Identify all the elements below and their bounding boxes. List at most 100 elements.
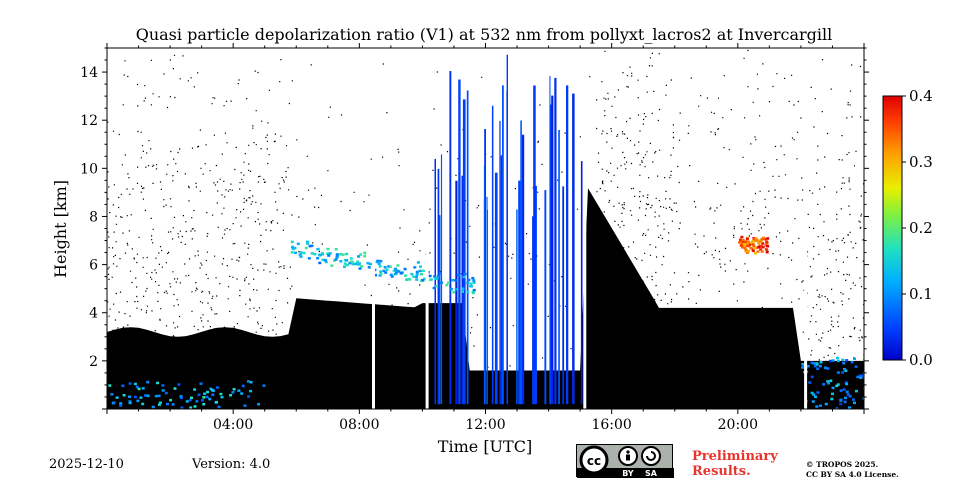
- low-aerosol-layer-pixel: [203, 392, 207, 395]
- cc-icon-label: cc: [587, 454, 601, 468]
- cloud-layer-morning-pixel: [410, 272, 414, 276]
- virga-streak: [462, 99, 466, 405]
- low-aerosol-layer-pixel: [157, 403, 161, 406]
- cloud-layer-morning-pixel: [384, 271, 388, 274]
- surface-layer-night-pixel: [810, 391, 814, 395]
- virga-streak: [566, 85, 569, 405]
- surface-layer-night-pixel: [848, 406, 851, 409]
- virga-streak: [455, 180, 458, 405]
- virga-streak: [499, 120, 501, 405]
- cloud-layer-morning-pixel: [394, 271, 398, 275]
- low-aerosol-layer-pixel: [144, 394, 148, 397]
- cloud-layer-morning-pixel: [379, 270, 383, 273]
- low-aerosol-layer-pixel: [154, 394, 158, 398]
- cloud-layer-morning-pixel: [407, 277, 411, 281]
- cloud-layer-morning-pixel: [415, 270, 419, 274]
- low-aerosol-layer-pixel: [199, 382, 203, 385]
- low-aerosol-layer-pixel: [139, 396, 143, 399]
- cloud-layer-morning-pixel: [433, 275, 437, 278]
- virga-streak: [466, 90, 469, 405]
- virga-streak: [558, 130, 560, 405]
- cloud-layer-morning-pixel: [466, 281, 470, 285]
- cloud-layer-morning-pixel: [418, 269, 422, 273]
- cloud-layer-morning-pixel: [323, 258, 327, 262]
- low-aerosol-layer-pixel: [217, 405, 221, 409]
- sa-label: SA: [645, 469, 658, 478]
- surface-layer-night-pixel: [828, 359, 832, 363]
- ice-cloud-evening-pixel: [739, 244, 743, 247]
- cloud-layer-morning-pixel: [422, 277, 426, 281]
- ice-cloud-evening-pixel: [751, 249, 755, 253]
- virga-streak: [518, 180, 521, 405]
- cloud-layer-morning-pixel: [466, 290, 470, 294]
- signal-region: [107, 188, 864, 409]
- cloud-layer-morning-pixel: [471, 291, 475, 294]
- cloud-layer-morning-pixel: [339, 253, 343, 256]
- cloud-layer-morning-pixel: [449, 287, 453, 291]
- cloud-layer-morning-pixel: [346, 263, 349, 267]
- surface-layer-night-pixel: [810, 361, 814, 364]
- cloud-layer-morning-pixel: [307, 257, 311, 260]
- surface-layer-night-pixel: [843, 368, 846, 371]
- cloud-layer-morning-pixel: [470, 285, 474, 288]
- virga-streak: [549, 75, 551, 405]
- low-aerosol-layer-pixel: [146, 394, 150, 398]
- low-aerosol-layer-pixel: [135, 385, 139, 389]
- surface-layer-night-pixel: [810, 375, 814, 379]
- x-tick-label: 04:00: [213, 417, 253, 433]
- noise-speckle: [107, 49, 864, 409]
- cloud-layer-morning-pixel: [472, 288, 476, 292]
- cloud-layer-morning-pixel: [326, 247, 330, 251]
- cloud-layer-morning-pixel: [335, 254, 339, 257]
- cloud-layer-morning-pixel: [392, 269, 396, 273]
- data-gap: [804, 48, 808, 409]
- x-tick-label: 08:00: [339, 417, 379, 433]
- surface-layer-night-pixel: [848, 395, 852, 398]
- cloud-layer-morning-pixel: [367, 266, 371, 269]
- cloud-layer-morning-pixel: [318, 254, 322, 257]
- low-aerosol-layer-pixel: [237, 389, 241, 392]
- cloud-layer-morning-pixel: [428, 274, 432, 278]
- surface-layer-night-pixel: [831, 392, 834, 396]
- cc-license-badge[interactable]: cc BY SA: [576, 444, 674, 478]
- virga-streak: [486, 196, 488, 405]
- low-aerosol-layer-pixel: [262, 384, 266, 387]
- low-aerosol-layer-pixel: [151, 405, 155, 409]
- virga-streak: [562, 186, 565, 405]
- cloud-layer-morning-pixel: [435, 285, 439, 288]
- virga-streak: [449, 71, 452, 405]
- surface-layer-night-pixel: [831, 359, 835, 362]
- low-aerosol-layer-pixel: [249, 389, 253, 393]
- cloud-layer-morning-pixel: [359, 253, 363, 256]
- surface-layer-night-pixel: [851, 398, 855, 401]
- low-aerosol-layer-pixel: [180, 406, 184, 409]
- ice-cloud-evening-pixel: [746, 249, 750, 253]
- surface-layer-night-pixel: [841, 358, 845, 362]
- y-axis: 2 4 6 8 10 12 14: [80, 47, 869, 410]
- surface-layer-night-pixel: [842, 388, 846, 391]
- ice-cloud-evening-pixel: [743, 244, 747, 247]
- low-aerosol-layer-pixel: [195, 400, 199, 403]
- ice-cloud-evening-pixel: [757, 245, 761, 249]
- surface-layer-night-pixel: [826, 380, 830, 383]
- low-aerosol-layer-pixel: [179, 394, 183, 398]
- colorbar-tick-label: 0.1: [909, 285, 933, 303]
- surface-layer-night-pixel: [845, 390, 849, 394]
- surface-layer-night-pixel: [850, 361, 854, 364]
- cloud-layer-morning-pixel: [453, 279, 457, 282]
- ice-cloud-evening-pixel: [759, 240, 763, 244]
- cloud-layer-morning-pixel: [358, 267, 362, 270]
- cloud-layer-morning-pixel: [436, 275, 440, 278]
- copyright-notice: © TROPOS 2025. CC BY SA 4.0 License.: [806, 460, 899, 480]
- cc-license-graphic: cc BY SA: [577, 445, 674, 478]
- surface-layer-night-pixel: [808, 381, 812, 384]
- low-aerosol-layer-pixel: [231, 391, 235, 394]
- cloud-layer-morning-pixel: [390, 275, 394, 278]
- ice-cloud-evening-pixel: [744, 248, 748, 251]
- surface-layer-night-pixel: [818, 404, 822, 407]
- surface-layer-night-pixel: [811, 400, 815, 403]
- cloud-layer-morning-pixel: [419, 265, 422, 268]
- surface-layer-night-pixel: [862, 397, 864, 400]
- low-aerosol-layer-pixel: [137, 387, 141, 391]
- surface-layer-night-pixel: [853, 357, 856, 360]
